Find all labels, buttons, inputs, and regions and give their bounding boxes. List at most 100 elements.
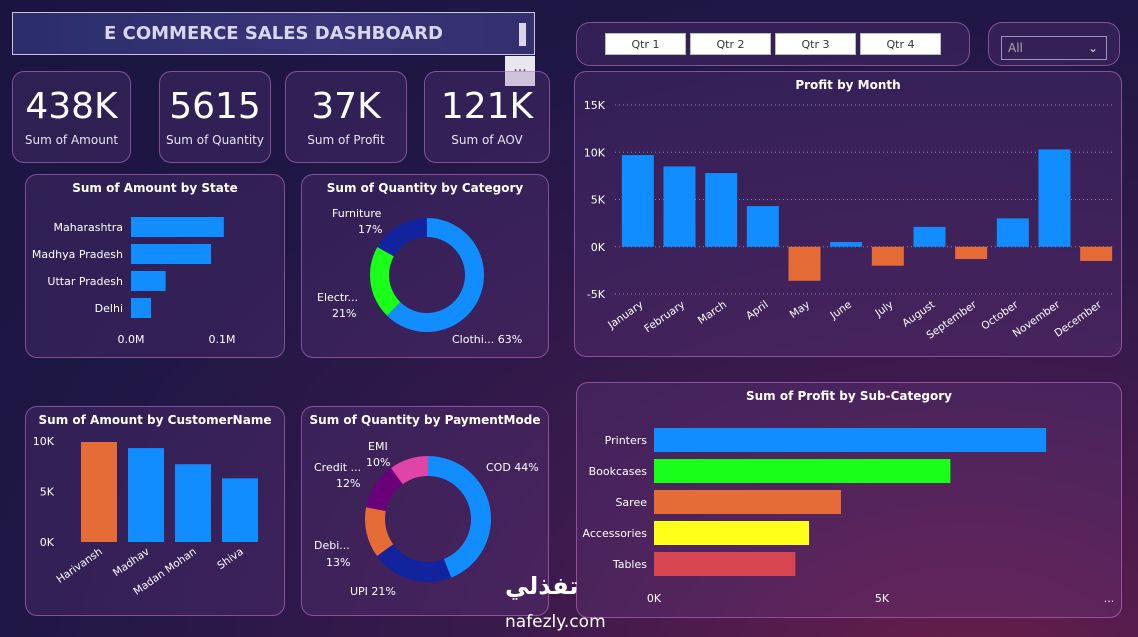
bar <box>654 459 951 483</box>
chevron-down-icon: ⌄ <box>1087 41 1098 55</box>
tick-label: -5K <box>587 288 606 301</box>
bar <box>131 217 224 237</box>
bar <box>871 246 904 266</box>
category-label: Uttar Pradesh <box>47 275 123 288</box>
chart-title: Sum of Quantity by Category <box>326 181 524 195</box>
slice-label: Debi... <box>314 539 350 552</box>
bar <box>955 246 988 260</box>
bar <box>705 173 738 247</box>
slice-label: COD 44% <box>486 461 539 474</box>
donut-slice <box>377 544 452 582</box>
bar <box>222 478 258 542</box>
slice-label: Electr... <box>317 291 358 304</box>
bar <box>1038 149 1071 247</box>
subcategory-bar-chart: Printers Bookcases Saree Accessories Tables 0… <box>583 428 1115 605</box>
category-label: Printers <box>605 434 648 447</box>
category-label: Saree <box>615 496 647 509</box>
kpi-card-aov: 121K Sum of AOV <box>424 71 550 163</box>
tick-label: 10K <box>584 146 606 159</box>
category-label: Maharashtra <box>54 221 124 234</box>
donut-slice <box>428 456 491 578</box>
category-label: August <box>900 299 937 330</box>
dashboard-title: E COMMERCE SALES DASHBOARD <box>12 12 535 55</box>
kpi-label: Sum of Amount <box>24 133 119 147</box>
category-donut-chart: Clothi... 63% Electr... 21% Furniture 17% <box>317 207 522 346</box>
kpi-card-profit: 37K Sum of Profit <box>285 71 407 163</box>
watermark-logo: تفذلي <box>505 572 579 600</box>
quarter-button-q2[interactable]: Qtr 2 <box>690 33 771 55</box>
bar <box>830 242 863 247</box>
donut-slice <box>387 218 485 332</box>
category-label: April <box>744 299 771 323</box>
filter-dropdown[interactable]: All ⌄ <box>1001 36 1107 60</box>
category-label: Shiva <box>215 546 246 572</box>
bar <box>128 448 164 542</box>
kpi-card-quantity: 5615 Sum of Quantity <box>159 71 271 163</box>
bar <box>654 490 841 514</box>
category-label: Delhi <box>95 302 123 315</box>
bar <box>81 442 117 542</box>
bar <box>131 244 212 264</box>
quarter-button-q1[interactable]: Qtr 1 <box>605 33 686 55</box>
category-label: Bookcases <box>589 465 648 478</box>
category-label: June <box>827 299 853 323</box>
chart-profit-by-month: Profit by Month 15K 10K 5K 0K -5K January Febr… <box>574 71 1122 357</box>
chart-title: Sum of Profit by Sub-Category <box>746 389 952 403</box>
donut-slice <box>370 247 401 316</box>
slice-label: Furniture <box>332 207 382 220</box>
dropdown-value: All <box>1008 41 1023 55</box>
kpi-label: Sum of Quantity <box>166 133 264 147</box>
chart-amount-by-state: Sum of Amount by State Maharashtra Madhya… <box>25 174 285 358</box>
chart-title: Sum of Quantity by PaymentMode <box>309 413 541 427</box>
dashboard-title-text: E COMMERCE SALES DASHBOARD <box>104 23 443 44</box>
kpi-card-amount: 438K Sum of Amount <box>12 71 131 163</box>
bar <box>654 428 1047 452</box>
category-label: Madhav <box>111 546 152 580</box>
bar <box>621 155 654 247</box>
bar <box>996 218 1029 247</box>
bar <box>1080 246 1113 261</box>
category-label: January <box>605 299 645 332</box>
bar <box>131 271 166 291</box>
payment-donut-chart: COD 44% UPI 21% Debi... 13% Credit ... 12% EMI… <box>314 440 539 598</box>
category-label: December <box>1052 298 1104 339</box>
quarter-button-q4[interactable]: Qtr 4 <box>860 33 941 55</box>
tick-label: 0K <box>591 241 606 254</box>
tick-label: 0.1M <box>209 333 236 346</box>
kpi-label: Sum of AOV <box>451 133 523 147</box>
chart-profit-by-subcategory: Sum of Profit by Sub-Category Printers Bo… <box>576 382 1122 618</box>
kpi-value: 438K <box>25 86 118 127</box>
chart-title: Sum of Amount by State <box>72 181 238 195</box>
bar <box>131 298 152 318</box>
dropdown-slicer-card <box>988 22 1120 66</box>
slice-value: 10% <box>366 456 390 469</box>
tick-label: 0K <box>40 536 55 549</box>
donut-slice <box>366 468 403 511</box>
kpi-value: 121K <box>440 86 534 127</box>
tick-label: 0.0M <box>118 333 145 346</box>
category-label: July <box>872 299 895 320</box>
chart-title: Sum of Amount by CustomerName <box>38 413 272 427</box>
bar <box>746 206 779 247</box>
slice-value: 12% <box>336 477 360 490</box>
slice-value: 17% <box>358 223 382 236</box>
tick-label: 5K <box>591 194 606 207</box>
category-label: Madhya Pradesh <box>32 248 123 261</box>
kpi-value: 37K <box>311 86 381 127</box>
category-label: Tables <box>612 558 647 571</box>
tick-label: ... <box>1104 592 1115 605</box>
watermark-text: nafezly.com <box>505 612 606 632</box>
slice-label: Clothi... 63% <box>452 333 522 346</box>
resize-handle[interactable] <box>519 23 526 46</box>
tick-label: 5K <box>875 592 890 605</box>
kpi-value: 5615 <box>169 86 261 127</box>
category-label: Harivansh <box>54 546 104 586</box>
slice-label: EMI <box>368 440 388 453</box>
category-label: February <box>642 299 687 336</box>
quarter-button-q3[interactable]: Qtr 3 <box>775 33 856 55</box>
tick-label: 10K <box>33 435 55 448</box>
bar <box>913 226 946 247</box>
category-label: March <box>696 299 729 327</box>
donut-slice <box>365 507 394 557</box>
